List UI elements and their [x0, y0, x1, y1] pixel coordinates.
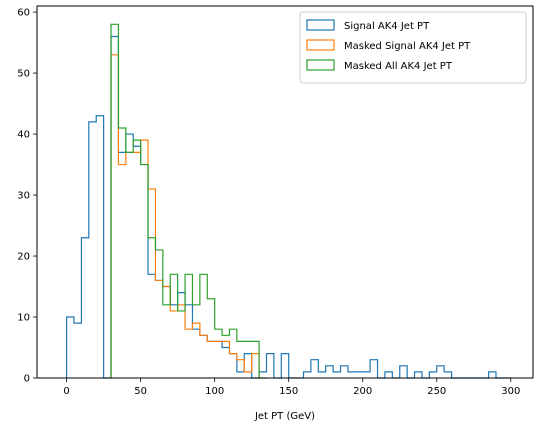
y-tick-label: 20 — [17, 252, 30, 263]
series-3-bin-bar — [215, 329, 222, 378]
series-1-bin-bar — [341, 366, 348, 378]
series-1-bin-bar — [400, 366, 407, 378]
legend-swatch — [306, 59, 335, 71]
series-3-histogram — [110, 23, 267, 379]
series-1-bin-bar — [281, 354, 288, 378]
legend-swatch — [306, 19, 335, 31]
x-tick-label: 50 — [134, 386, 147, 397]
series-1-bin-bar — [385, 372, 392, 378]
series-1-bin-bar — [333, 372, 340, 378]
series-1-bin-bar — [348, 372, 355, 378]
x-axis-label: Jet PT (GeV) — [254, 411, 315, 422]
series-3-bin-bar — [207, 299, 214, 378]
legend-box — [299, 11, 527, 84]
series-1-bin-bar — [355, 372, 362, 378]
series-3-bin-bar — [126, 152, 133, 378]
series-3-bin-bar — [192, 305, 199, 378]
plot-area-frame — [36, 5, 534, 379]
series-3-bin-bar — [244, 341, 251, 378]
x-tick-label: 250 — [427, 386, 446, 397]
series-1-bin-bar — [89, 122, 96, 378]
series-1-bin-bar — [259, 372, 266, 378]
y-tick-label: 0 — [24, 374, 30, 385]
series-3-step-outline — [110, 23, 267, 379]
y-tick-label: 30 — [17, 191, 30, 202]
series-1-bin-bar — [81, 238, 88, 378]
series-1-bin-bar — [67, 317, 74, 378]
legend: Signal AK4 Jet PT Masked Signal AK4 Jet P… — [299, 11, 527, 84]
series-1-bin-bar — [415, 372, 422, 378]
series-1-bin-bar — [326, 366, 333, 378]
series-3-bin-bar — [148, 238, 155, 378]
legend-label: Masked All AK4 Jet PT — [344, 61, 453, 72]
x-axis-ticks: 0 50 100 150 200 250 300 — [63, 378, 520, 397]
legend-label: Masked Signal AK4 Jet PT — [344, 41, 471, 52]
x-tick-label: 300 — [501, 386, 520, 397]
legend-label: Signal AK4 Jet PT — [344, 21, 430, 32]
series-3-bin-bar — [252, 341, 259, 378]
series-3-bin-bar — [155, 250, 162, 378]
legend-swatch — [306, 39, 335, 51]
series-3-bin-bar — [111, 24, 118, 378]
series-1-bin-bar — [444, 372, 451, 378]
series-3-bin-bar — [163, 305, 170, 378]
series-1-bin-bar — [437, 366, 444, 378]
y-axis-ticks: 0 10 20 30 40 50 60 — [17, 8, 37, 385]
y-tick-label: 50 — [17, 69, 30, 80]
series-1-bin-bar — [370, 360, 377, 378]
y-tick-label: 10 — [17, 313, 30, 324]
series-1-bin-bar — [363, 372, 370, 378]
series-1-bin-bar — [318, 372, 325, 378]
y-tick-label: 60 — [17, 8, 30, 19]
x-tick-label: 0 — [63, 386, 69, 397]
series-3-bin-bar — [178, 311, 185, 378]
series-3-bin-bar — [222, 335, 229, 378]
series-3-bin-bar — [118, 128, 125, 378]
histogram-series-group — [66, 23, 511, 379]
y-tick-label: 40 — [17, 130, 30, 141]
series-1-bin-bar — [304, 372, 311, 378]
series-3-bin-bar — [133, 140, 140, 378]
series-3-bin-bar — [200, 274, 207, 378]
series-3-bin-bar — [229, 329, 236, 378]
series-1-bin-bar — [74, 323, 81, 378]
series-3-bin-bar — [185, 274, 192, 378]
series-3-bin-bar — [170, 274, 177, 378]
series-1-bin-bar — [266, 354, 273, 378]
series-1-bin-bar — [311, 360, 318, 378]
series-3-bin-bar — [237, 341, 244, 378]
series-1-bin-bar — [429, 372, 436, 378]
x-tick-label: 150 — [279, 386, 298, 397]
series-1-bin-bar — [489, 372, 496, 378]
x-tick-label: 200 — [353, 386, 372, 397]
x-tick-label: 100 — [205, 386, 224, 397]
series-3-bin-bar — [141, 165, 148, 378]
series-1-bin-bar — [96, 116, 103, 378]
